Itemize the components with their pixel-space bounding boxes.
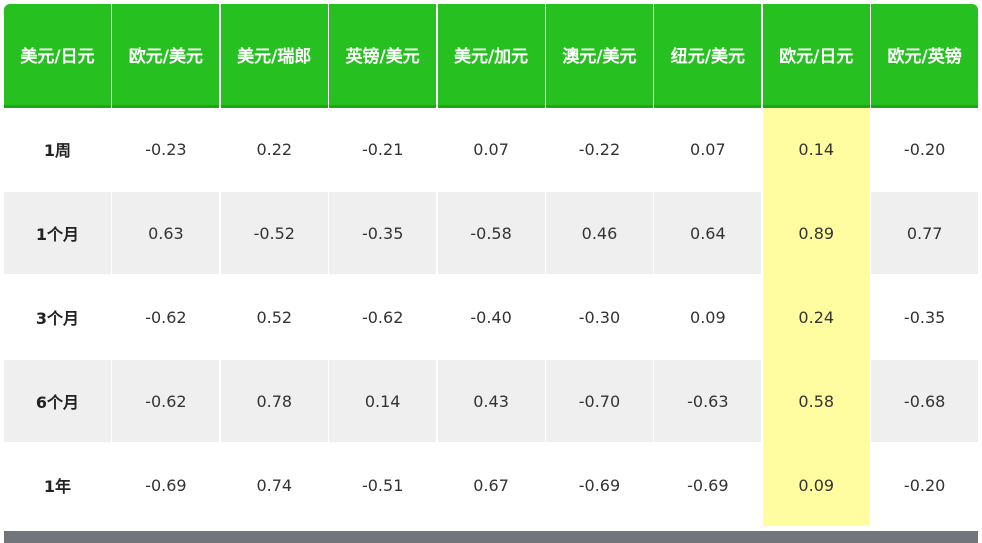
table-cell: 0.74 — [220, 444, 328, 526]
table-cell: -0.68 — [871, 360, 979, 442]
table-cell: 0.78 — [220, 360, 328, 442]
correlation-table: 美元/日元 欧元/美元 美元/瑞郎 英镑/美元 美元/加元 澳元/美元 纽元/美元 欧元/日元… — [4, 4, 979, 526]
table-cell: 0.14 — [329, 360, 437, 442]
column-header: 澳元/美元 — [545, 4, 653, 108]
table-cell: -0.51 — [329, 444, 437, 526]
table-cell: -0.20 — [871, 108, 979, 190]
row-divider — [654, 274, 762, 276]
table-cell: 0.89 — [762, 192, 870, 274]
row-divider — [329, 190, 437, 192]
table-cell: 0.14 — [762, 108, 870, 190]
table-cell: -0.69 — [112, 444, 220, 526]
table-cell: 0.07 — [437, 108, 545, 190]
table-cell: 0.09 — [762, 444, 870, 526]
table-cell: 0.77 — [871, 192, 979, 274]
row-divider — [871, 190, 979, 192]
table-cell: -0.69 — [654, 444, 762, 526]
row-divider — [112, 358, 220, 360]
table-cell: -0.21 — [329, 108, 437, 190]
table-cell: -0.30 — [545, 276, 653, 358]
table-cell: -0.69 — [545, 444, 653, 526]
table-cell: 0.43 — [437, 360, 545, 442]
row-divider — [762, 190, 870, 192]
row-divider — [437, 274, 545, 276]
table-cell: 0.22 — [220, 108, 328, 190]
table-cell: -0.35 — [329, 192, 437, 274]
table-cell: -0.62 — [112, 276, 220, 358]
table-cell: -0.23 — [112, 108, 220, 190]
row-divider — [4, 442, 111, 444]
column-header: 美元/日元 — [4, 4, 111, 108]
row-divider — [4, 190, 111, 192]
column-header: 欧元/英镑 — [871, 4, 979, 108]
column-header: 美元/瑞郎 — [220, 4, 328, 108]
row-divider — [545, 358, 653, 360]
row-label: 3个月 — [4, 276, 111, 358]
row-label: 1年 — [4, 444, 111, 526]
row-divider — [871, 274, 979, 276]
column-header: 英镑/美元 — [329, 4, 437, 108]
table-footer-bar — [4, 531, 978, 543]
row-divider — [654, 190, 762, 192]
table-cell: 0.64 — [654, 192, 762, 274]
row-label: 1周 — [4, 108, 111, 190]
table-cell: -0.40 — [437, 276, 545, 358]
row-divider — [654, 442, 762, 444]
row-divider — [329, 442, 437, 444]
column-header: 美元/加元 — [437, 4, 545, 108]
table-cell: -0.22 — [545, 108, 653, 190]
row-divider — [762, 274, 870, 276]
row-divider — [220, 442, 328, 444]
row-divider — [762, 358, 870, 360]
row-divider — [545, 442, 653, 444]
row-divider — [112, 442, 220, 444]
row-divider — [329, 274, 437, 276]
row-divider — [220, 274, 328, 276]
row-divider — [545, 190, 653, 192]
row-divider — [112, 190, 220, 192]
row-divider — [4, 274, 111, 276]
column-header: 欧元/日元 — [762, 4, 870, 108]
row-divider — [871, 358, 979, 360]
table-cell: -0.52 — [220, 192, 328, 274]
table-cell: 0.52 — [220, 276, 328, 358]
table-cell: -0.62 — [329, 276, 437, 358]
table-cell: -0.70 — [545, 360, 653, 442]
row-divider — [762, 442, 870, 444]
row-divider — [654, 358, 762, 360]
table-cell: 0.58 — [762, 360, 870, 442]
column-header: 欧元/美元 — [112, 4, 220, 108]
row-divider — [437, 358, 545, 360]
table-cell: -0.63 — [654, 360, 762, 442]
table-cell: 0.63 — [112, 192, 220, 274]
table-cell: 0.67 — [437, 444, 545, 526]
row-label: 1个月 — [4, 192, 111, 274]
row-divider — [545, 274, 653, 276]
row-divider — [437, 190, 545, 192]
table-cell: 0.09 — [654, 276, 762, 358]
table-cell: 0.07 — [654, 108, 762, 190]
row-divider — [4, 358, 111, 360]
row-divider — [220, 190, 328, 192]
row-label: 6个月 — [4, 360, 111, 442]
row-divider — [437, 442, 545, 444]
row-divider — [220, 358, 328, 360]
column-header: 纽元/美元 — [654, 4, 762, 108]
row-divider — [112, 274, 220, 276]
row-divider — [329, 358, 437, 360]
table-cell: -0.58 — [437, 192, 545, 274]
table-cell: -0.20 — [871, 444, 979, 526]
row-divider — [871, 442, 979, 444]
table-cell: 0.46 — [545, 192, 653, 274]
table-cell: -0.62 — [112, 360, 220, 442]
table-cell: -0.35 — [871, 276, 979, 358]
table-cell: 0.24 — [762, 276, 870, 358]
